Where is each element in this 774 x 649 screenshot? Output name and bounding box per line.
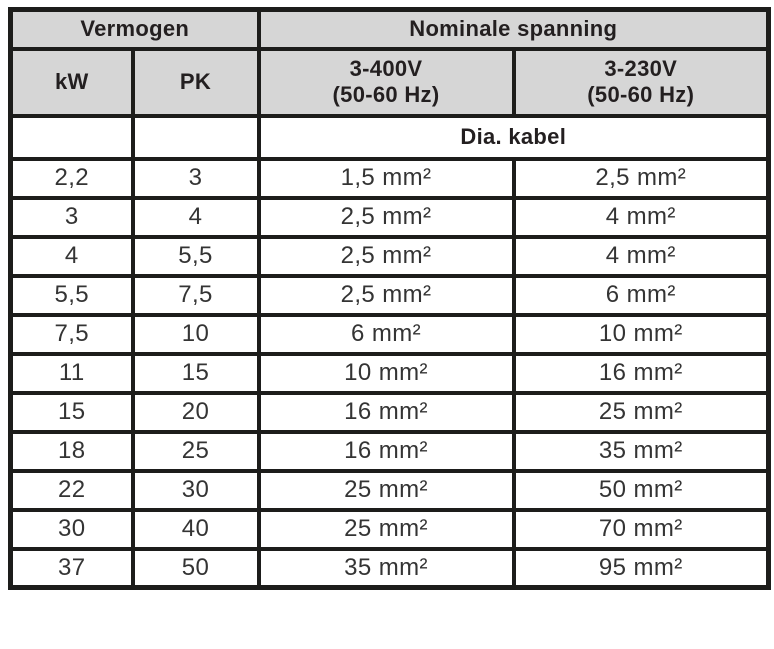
table-row: 22 30 25 mm² 50 mm² (8, 468, 771, 512)
table-row: 18 25 16 mm² 35 mm² (8, 429, 771, 473)
cell-kw: 11 (8, 351, 135, 395)
cell-400v: 16 mm² (256, 429, 516, 473)
cell-kw: 4 (8, 234, 135, 278)
cell-pk: 15 (130, 351, 261, 395)
cell-pk: 7,5 (130, 273, 261, 317)
cell-400v: 25 mm² (256, 468, 516, 512)
cell-230v: 50 mm² (511, 468, 771, 512)
cell-400v: 2,5 mm² (256, 234, 516, 278)
table-row: 3 4 2,5 mm² 4 mm² (8, 195, 771, 239)
subheader-row: Dia. kabel (8, 113, 771, 161)
header-nominale-spanning: Nominale spanning (256, 7, 771, 51)
cell-230v: 4 mm² (511, 234, 771, 278)
cell-pk: 40 (130, 507, 261, 551)
cell-pk: 4 (130, 195, 261, 239)
subheader-dia-kabel: Dia. kabel (256, 113, 771, 161)
table-row: 37 50 35 mm² 95 mm² (8, 546, 771, 590)
table-row: 2,2 3 1,5 mm² 2,5 mm² (8, 156, 771, 200)
cell-pk: 3 (130, 156, 261, 200)
cell-kw: 2,2 (8, 156, 135, 200)
cell-230v: 35 mm² (511, 429, 771, 473)
header-3-230v: 3-230V (50-60 Hz) (511, 46, 771, 118)
cell-kw: 5,5 (8, 273, 135, 317)
cell-pk: 20 (130, 390, 261, 434)
table-row: 11 15 10 mm² 16 mm² (8, 351, 771, 395)
cell-pk: 5,5 (130, 234, 261, 278)
column-header-row: kW PK 3-400V (50-60 Hz) 3-230V (50-60 Hz… (8, 46, 771, 118)
blank-cell-kw (8, 113, 135, 161)
cell-pk: 10 (130, 312, 261, 356)
table-row: 7,5 10 6 mm² 10 mm² (8, 312, 771, 356)
cell-230v: 6 mm² (511, 273, 771, 317)
cell-230v: 70 mm² (511, 507, 771, 551)
header-3-400v: 3-400V (50-60 Hz) (256, 46, 516, 118)
cell-230v: 25 mm² (511, 390, 771, 434)
cell-kw: 3 (8, 195, 135, 239)
cell-400v: 25 mm² (256, 507, 516, 551)
cell-400v: 6 mm² (256, 312, 516, 356)
cell-400v: 35 mm² (256, 546, 516, 590)
cell-230v: 10 mm² (511, 312, 771, 356)
cable-diameter-table: Vermogen Nominale spanning kW PK 3-400V … (8, 7, 772, 590)
cell-kw: 18 (8, 429, 135, 473)
blank-cell-pk (130, 113, 261, 161)
cell-pk: 50 (130, 546, 261, 590)
cell-kw: 7,5 (8, 312, 135, 356)
cell-kw: 15 (8, 390, 135, 434)
group-header-row: Vermogen Nominale spanning (8, 7, 771, 51)
cell-230v: 2,5 mm² (511, 156, 771, 200)
table-row: 5,5 7,5 2,5 mm² 6 mm² (8, 273, 771, 317)
cell-230v: 95 mm² (511, 546, 771, 590)
cable-diameter-table-wrapper: Vermogen Nominale spanning kW PK 3-400V … (8, 7, 772, 590)
header-vermogen: Vermogen (8, 7, 261, 51)
cell-230v: 4 mm² (511, 195, 771, 239)
cell-kw: 37 (8, 546, 135, 590)
cell-400v: 2,5 mm² (256, 195, 516, 239)
cell-kw: 22 (8, 468, 135, 512)
cell-230v: 16 mm² (511, 351, 771, 395)
table-row: 15 20 16 mm² 25 mm² (8, 390, 771, 434)
header-kw: kW (8, 46, 135, 118)
table-row: 30 40 25 mm² 70 mm² (8, 507, 771, 551)
cell-kw: 30 (8, 507, 135, 551)
table-row: 4 5,5 2,5 mm² 4 mm² (8, 234, 771, 278)
cell-400v: 16 mm² (256, 390, 516, 434)
header-pk: PK (130, 46, 261, 118)
cell-400v: 2,5 mm² (256, 273, 516, 317)
cell-400v: 10 mm² (256, 351, 516, 395)
cell-pk: 25 (130, 429, 261, 473)
cell-pk: 30 (130, 468, 261, 512)
cell-400v: 1,5 mm² (256, 156, 516, 200)
